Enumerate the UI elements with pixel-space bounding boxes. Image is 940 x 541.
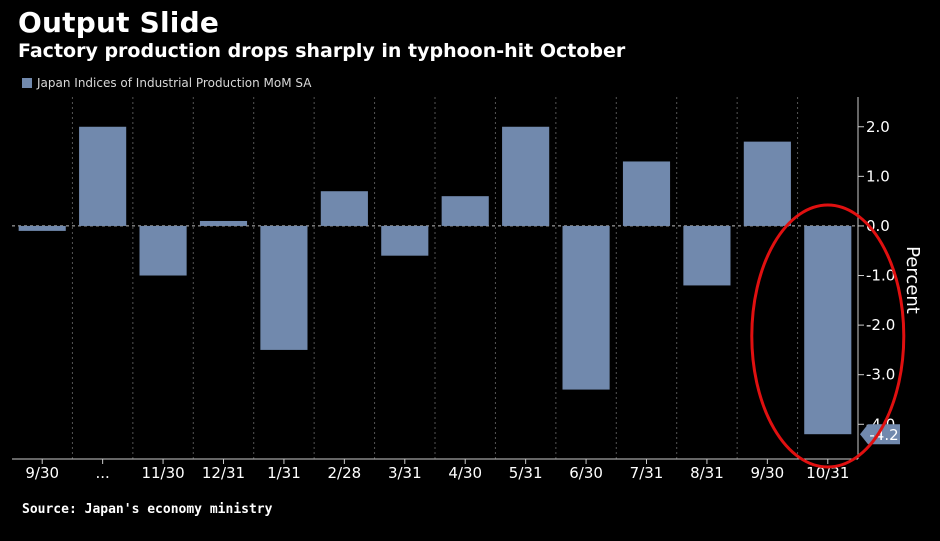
legend-label: Japan Indices of Industrial Production M…	[37, 76, 312, 90]
x-tick-label: 4/30	[448, 464, 482, 482]
bar-3/31	[381, 225, 429, 256]
x-tick-label: 9/30	[751, 464, 785, 482]
x-tick-label: 5/31	[509, 464, 543, 482]
last-value-marker	[860, 424, 900, 445]
bar-8/31	[683, 225, 731, 286]
y-tick-label: -3.0	[866, 366, 895, 384]
bar-9/30	[18, 225, 66, 231]
bar-10/31	[804, 225, 852, 435]
x-tick-label: ...	[95, 464, 109, 482]
x-tick-label: 8/31	[690, 464, 724, 482]
y-tick-label: 2.0	[866, 118, 890, 136]
x-tick-label: 10/31	[806, 464, 849, 482]
y-axis-title: Percent	[902, 246, 923, 314]
bar-12/31	[199, 220, 248, 226]
x-tick-label: 11/30	[141, 464, 184, 482]
x-tick-label: 1/31	[267, 464, 301, 482]
x-tick-label: 7/31	[630, 464, 664, 482]
legend: Japan Indices of Industrial Production M…	[22, 76, 311, 90]
source-note: Source: Japan's economy ministry	[22, 502, 273, 517]
chart-subtitle: Factory production drops sharply in typh…	[18, 40, 626, 62]
bar-...	[79, 126, 127, 226]
bar-1/31	[260, 225, 308, 350]
bar-2/28	[320, 191, 368, 226]
y-tick-label: 1.0	[866, 167, 890, 185]
bar-4/30	[441, 196, 489, 226]
x-tick-label: 9/30	[25, 464, 59, 482]
last-value-label: -4.2	[869, 426, 898, 444]
bar-6/30	[562, 225, 610, 390]
bar-7/31	[622, 161, 671, 226]
x-tick-label: 3/31	[388, 464, 422, 482]
x-tick-label: 12/31	[202, 464, 245, 482]
bar-11/30	[139, 225, 187, 276]
y-tick-label: -2.0	[866, 316, 895, 334]
y-tick-label: -1.0	[866, 267, 895, 285]
bar-9/30	[743, 141, 791, 226]
legend-swatch	[22, 78, 32, 88]
bar-5/31	[502, 126, 550, 226]
x-tick-label: 6/30	[569, 464, 603, 482]
x-tick-label: 2/28	[328, 464, 362, 482]
chart-title: Output Slide	[18, 6, 220, 39]
annotation-circle	[750, 203, 906, 469]
